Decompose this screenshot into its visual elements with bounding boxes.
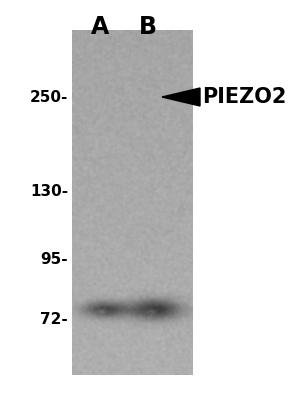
Polygon shape — [162, 88, 200, 106]
Text: A: A — [91, 15, 109, 39]
Text: 95-: 95- — [40, 252, 68, 268]
Text: 250-: 250- — [30, 90, 68, 106]
Text: PIEZO2: PIEZO2 — [202, 87, 286, 107]
Text: 72-: 72- — [40, 312, 68, 328]
Text: B: B — [139, 15, 157, 39]
Text: 130-: 130- — [30, 184, 68, 200]
